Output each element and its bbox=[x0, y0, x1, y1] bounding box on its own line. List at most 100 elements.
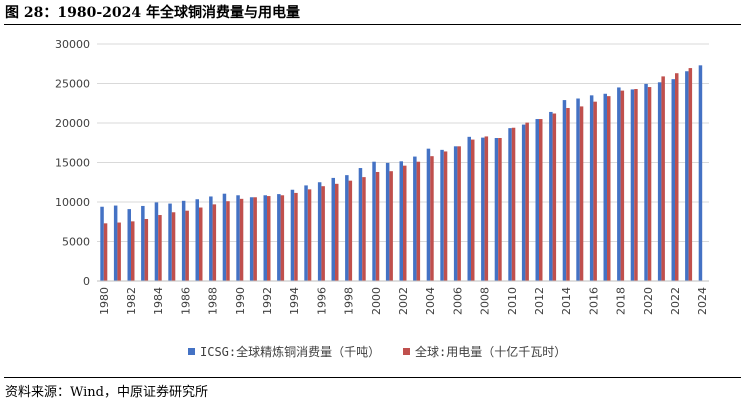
bar-copper-consumption bbox=[127, 209, 131, 281]
bar-copper-consumption bbox=[603, 93, 607, 282]
bar-electricity-usage bbox=[103, 223, 108, 281]
bar-copper-consumption bbox=[426, 148, 431, 281]
legend-label-icsg: ICSG:全球精炼铜消费量（千吨） bbox=[200, 344, 380, 359]
x-tick-label: 2024 bbox=[696, 287, 709, 315]
bar-copper-consumption bbox=[671, 79, 675, 281]
legend-swatch-icsg bbox=[188, 348, 195, 355]
bar-electricity-usage bbox=[471, 139, 475, 281]
bar-copper-consumption bbox=[304, 185, 308, 281]
bar-electricity-usage bbox=[647, 87, 652, 281]
bar-copper-consumption bbox=[290, 189, 295, 281]
bar-electricity-usage bbox=[171, 212, 176, 281]
bar-electricity-usage bbox=[226, 201, 230, 281]
bar-copper-consumption bbox=[345, 175, 349, 281]
bar-electricity-usage bbox=[511, 127, 516, 282]
bar-copper-consumption bbox=[521, 124, 526, 281]
bar-copper-consumption bbox=[168, 203, 172, 281]
x-tick-label: 2006 bbox=[451, 287, 464, 315]
bar-copper-consumption bbox=[181, 200, 186, 281]
bar-electricity-usage bbox=[375, 171, 380, 281]
x-tick-label: 2018 bbox=[615, 287, 628, 315]
bar-electricity-usage bbox=[607, 96, 611, 281]
bar-copper-consumption bbox=[100, 206, 104, 281]
x-tick-label: 1990 bbox=[234, 287, 247, 315]
bar-copper-consumption bbox=[236, 195, 240, 281]
bar-copper-consumption bbox=[277, 194, 281, 281]
bar-copper-consumption bbox=[467, 136, 471, 281]
figure-title: 图 28：1980-2024 年全球铜消费量与用电量 bbox=[5, 5, 300, 21]
bar-copper-consumption bbox=[209, 196, 213, 281]
bar-electricity-usage bbox=[539, 119, 543, 281]
bar-electricity-usage bbox=[158, 215, 162, 281]
bar-electricity-usage bbox=[457, 146, 461, 281]
source-rule bbox=[4, 377, 741, 378]
bar-electricity-usage bbox=[430, 156, 434, 281]
bar-electricity-usage bbox=[321, 186, 325, 281]
bar-copper-consumption bbox=[113, 205, 118, 281]
bar-copper-consumption bbox=[549, 111, 553, 281]
bar-copper-consumption bbox=[385, 162, 390, 281]
legend-swatch-electricity bbox=[403, 348, 410, 355]
x-tick-label: 1994 bbox=[288, 287, 301, 315]
x-tick-label: 2002 bbox=[397, 287, 410, 315]
bar-copper-consumption bbox=[249, 197, 254, 281]
bar-electricity-usage bbox=[552, 113, 557, 282]
bar-copper-consumption bbox=[440, 149, 444, 281]
bar-electricity-usage bbox=[335, 183, 339, 281]
bar-electricity-usage bbox=[484, 136, 489, 281]
x-tick-label: 2004 bbox=[424, 287, 437, 315]
bar-electricity-usage bbox=[498, 138, 502, 281]
bar-copper-consumption bbox=[481, 137, 485, 281]
bar-electricity-usage bbox=[185, 210, 189, 281]
bar-copper-consumption bbox=[331, 177, 335, 281]
bar-copper-consumption bbox=[453, 146, 458, 281]
y-tick-label: 0 bbox=[83, 275, 90, 288]
y-tick-label: 20000 bbox=[55, 117, 90, 130]
bar-copper-consumption bbox=[508, 128, 512, 281]
bar-copper-consumption bbox=[413, 156, 417, 281]
bars bbox=[100, 65, 703, 282]
bar-copper-consumption bbox=[576, 98, 580, 281]
x-tick-label: 1982 bbox=[125, 287, 138, 315]
source-note: 资料来源：Wind，中原证券研究所 bbox=[5, 385, 208, 400]
bar-copper-consumption bbox=[617, 87, 621, 281]
bar-copper-consumption bbox=[317, 182, 322, 281]
bar-copper-consumption bbox=[535, 119, 539, 281]
bar-electricity-usage bbox=[117, 222, 121, 281]
bar-copper-consumption bbox=[562, 100, 567, 281]
bar-electricity-usage bbox=[294, 192, 298, 281]
bar-electricity-usage bbox=[389, 171, 393, 281]
bar-copper-consumption bbox=[644, 83, 648, 282]
bar-electricity-usage bbox=[362, 177, 366, 281]
x-tick-label: 2010 bbox=[506, 287, 519, 315]
bar-copper-consumption bbox=[263, 195, 267, 281]
bar-copper-consumption bbox=[195, 199, 199, 281]
bar-electricity-usage bbox=[144, 218, 149, 281]
x-tick-label: 2012 bbox=[533, 287, 546, 315]
bar-electricity-usage bbox=[675, 73, 679, 281]
bar-copper-consumption bbox=[630, 89, 635, 281]
x-tick-label: 2008 bbox=[479, 287, 492, 315]
bar-electricity-usage bbox=[348, 180, 353, 281]
title-rule bbox=[4, 24, 741, 25]
bar-copper-consumption bbox=[657, 82, 662, 281]
bar-electricity-usage bbox=[634, 89, 638, 281]
y-tick-label: 15000 bbox=[55, 157, 90, 170]
bar-copper-consumption bbox=[141, 205, 145, 281]
y-tick-label: 10000 bbox=[55, 196, 90, 209]
bar-copper-consumption bbox=[358, 168, 363, 281]
x-tick-label: 2016 bbox=[587, 287, 600, 315]
bar-copper-consumption bbox=[685, 71, 689, 281]
bar-electricity-usage bbox=[307, 189, 312, 281]
bar-copper-consumption bbox=[589, 95, 594, 281]
bar-electricity-usage bbox=[443, 151, 448, 281]
x-tick-label: 2022 bbox=[669, 287, 682, 315]
bar-copper-consumption bbox=[222, 193, 227, 281]
x-tick-label: 1988 bbox=[207, 287, 220, 315]
bar-electricity-usage bbox=[661, 76, 665, 281]
bar-electricity-usage bbox=[566, 107, 570, 282]
x-tick-label: 1992 bbox=[261, 287, 274, 315]
x-tick-label: 1984 bbox=[152, 287, 165, 315]
bar-electricity-usage bbox=[620, 90, 625, 281]
bar-electricity-usage bbox=[267, 196, 271, 281]
